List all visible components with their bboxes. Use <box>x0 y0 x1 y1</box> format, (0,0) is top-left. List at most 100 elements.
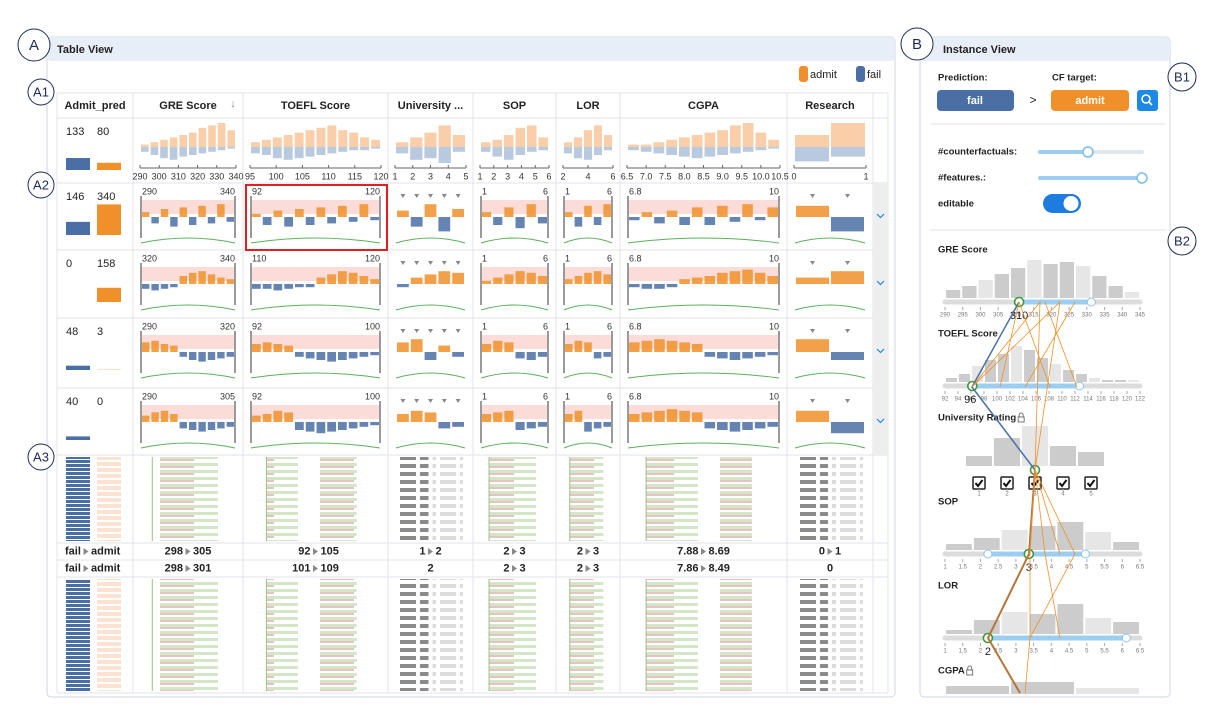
cf-target-button[interactable] <box>1051 90 1129 111</box>
group-bar <box>370 352 379 356</box>
group-bar <box>207 217 216 224</box>
column-header[interactable]: LOR <box>576 100 599 112</box>
group-bar <box>654 217 665 224</box>
column-header[interactable]: GRE Score <box>159 100 216 112</box>
group-bar <box>493 412 503 422</box>
tick-label: 1 <box>943 649 947 655</box>
group-bar <box>717 422 728 430</box>
tick-label: 5 <box>533 171 538 181</box>
cf-links <box>971 300 1078 694</box>
legend-label[interactable]: admit <box>810 69 837 81</box>
fail-bar <box>272 147 282 159</box>
fail-bar <box>371 147 380 149</box>
group-bar <box>217 277 225 284</box>
feature-hist-bar <box>1076 374 1087 382</box>
legend-label[interactable]: fail <box>867 69 881 81</box>
range-knob[interactable] <box>1121 633 1131 643</box>
panel-badge-label: A1 <box>33 84 49 99</box>
checkbox[interactable] <box>1000 476 1014 490</box>
checkbox[interactable] <box>972 476 986 490</box>
group-bar <box>654 410 665 422</box>
admit-bar <box>795 135 829 147</box>
instance-value: 0 <box>827 562 833 574</box>
instance-lines <box>797 579 828 691</box>
admit-bar <box>640 144 652 147</box>
density-line <box>627 372 780 379</box>
column-header[interactable]: SOP <box>503 100 526 112</box>
group-bar <box>273 344 283 352</box>
group-bar <box>504 207 514 217</box>
group-bar <box>262 284 272 289</box>
range-knob[interactable] <box>1086 297 1096 307</box>
group-bar <box>537 352 547 357</box>
tick-label: 4 <box>446 171 451 181</box>
fail-bar <box>481 147 491 152</box>
scroll-strip <box>873 183 888 455</box>
feature-hist-bar <box>1076 266 1091 298</box>
group-bar <box>295 284 304 288</box>
tick-label: 1 <box>943 565 947 571</box>
column-header[interactable]: TOEFL Score <box>281 100 350 112</box>
group-bar <box>316 277 326 284</box>
group-bar <box>348 217 358 222</box>
search-button[interactable] <box>1137 90 1158 111</box>
instance-lines <box>569 457 604 541</box>
prediction-button[interactable] <box>937 90 1014 111</box>
range-max: 10 <box>769 321 779 331</box>
range-knob[interactable] <box>983 549 993 559</box>
slider-knob[interactable] <box>1136 172 1148 184</box>
instance-lines <box>489 457 536 541</box>
admit-bar <box>294 132 304 147</box>
group-bar <box>729 352 741 360</box>
group-bar <box>574 217 583 227</box>
range-min: 290 <box>142 391 157 401</box>
group-bar <box>629 342 640 352</box>
admit-bar <box>438 125 451 147</box>
count-label: 146 <box>66 191 84 203</box>
change-arrow <box>185 565 191 572</box>
tick-label: 95 <box>245 171 255 181</box>
density-line <box>250 304 381 311</box>
slider-knob[interactable] <box>1082 146 1094 158</box>
range-max: 100 <box>365 391 380 401</box>
group-bar <box>796 205 829 217</box>
fail-bar <box>666 147 677 155</box>
range-knob[interactable] <box>1075 381 1085 391</box>
instance-value: 1 <box>419 545 425 557</box>
group-bar <box>262 217 272 225</box>
instance-pred: fail <box>65 562 81 574</box>
column-header[interactable]: University ... <box>398 100 463 112</box>
feature-hist-bar <box>1001 612 1028 634</box>
admit-bar <box>742 123 754 147</box>
column-header[interactable]: CGPA <box>688 100 719 112</box>
count-label: 48 <box>66 326 78 338</box>
group-bar <box>629 284 640 288</box>
panel-badge-label: A3 <box>33 449 49 464</box>
fail-bar <box>452 147 465 152</box>
instance-lines <box>66 579 90 691</box>
tick-label: 4 <box>519 171 524 181</box>
group-bar <box>691 412 703 422</box>
tick-label: 106 <box>1031 397 1042 403</box>
group-bar <box>338 352 347 360</box>
fail-bar <box>742 147 754 152</box>
instance-lines <box>489 579 536 691</box>
column-header[interactable]: Research <box>805 100 855 112</box>
panel-badge-label: B2 <box>1174 233 1190 248</box>
range-knob[interactable] <box>1080 549 1090 559</box>
range-min: 290 <box>142 186 157 196</box>
fail-bar <box>594 147 602 155</box>
range-min: 1 <box>482 253 487 263</box>
tick-label: 6 <box>546 171 551 181</box>
group-bar <box>767 207 778 217</box>
tick-label: 3 <box>1014 565 1018 571</box>
group-bar <box>742 269 753 284</box>
group-bar <box>584 205 592 217</box>
admit-bar <box>272 137 282 147</box>
group-bar <box>424 274 437 284</box>
group-bar <box>207 274 216 284</box>
group-bar <box>160 410 169 422</box>
range-band <box>481 200 548 214</box>
group-bar <box>160 209 169 217</box>
group-bar <box>262 414 272 422</box>
